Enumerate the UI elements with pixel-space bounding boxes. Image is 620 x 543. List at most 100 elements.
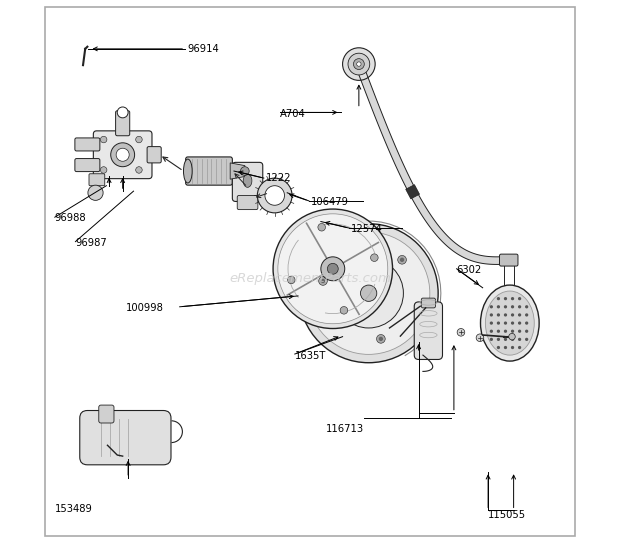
Circle shape [497, 338, 500, 341]
Text: 1635T: 1635T [294, 351, 326, 361]
Circle shape [100, 136, 107, 143]
FancyBboxPatch shape [147, 147, 161, 163]
FancyBboxPatch shape [75, 138, 100, 151]
Circle shape [334, 258, 404, 328]
Circle shape [504, 338, 507, 341]
Circle shape [318, 223, 326, 231]
Circle shape [321, 257, 345, 281]
Circle shape [497, 346, 500, 349]
Circle shape [343, 48, 375, 80]
Circle shape [299, 224, 438, 363]
Text: eReplacementParts.com: eReplacementParts.com [229, 272, 391, 285]
Circle shape [518, 346, 521, 349]
Circle shape [518, 313, 521, 317]
Circle shape [116, 148, 129, 161]
Circle shape [100, 167, 107, 173]
Circle shape [504, 346, 507, 349]
Circle shape [518, 338, 521, 341]
Circle shape [518, 305, 521, 308]
Circle shape [497, 330, 500, 333]
Circle shape [476, 334, 484, 342]
Circle shape [360, 285, 377, 301]
Circle shape [511, 346, 514, 349]
Circle shape [497, 321, 500, 325]
Circle shape [525, 321, 528, 325]
Circle shape [136, 136, 142, 143]
Ellipse shape [480, 285, 539, 361]
Circle shape [308, 232, 430, 355]
Text: 115055: 115055 [488, 510, 526, 520]
Circle shape [518, 297, 521, 300]
Circle shape [490, 338, 493, 341]
Text: 100998: 100998 [125, 304, 163, 313]
Circle shape [525, 330, 528, 333]
FancyBboxPatch shape [500, 254, 518, 266]
FancyBboxPatch shape [185, 157, 232, 185]
Circle shape [321, 279, 325, 283]
Circle shape [504, 330, 507, 333]
Circle shape [525, 338, 528, 341]
FancyBboxPatch shape [232, 162, 263, 201]
FancyBboxPatch shape [94, 131, 152, 179]
FancyBboxPatch shape [115, 111, 130, 136]
Circle shape [511, 330, 514, 333]
Ellipse shape [485, 291, 534, 355]
Text: 96987: 96987 [76, 238, 107, 248]
Text: 6302: 6302 [456, 266, 482, 275]
Circle shape [397, 255, 406, 264]
Circle shape [509, 333, 515, 340]
Circle shape [511, 338, 514, 341]
Circle shape [356, 62, 361, 66]
Circle shape [504, 321, 507, 325]
Circle shape [490, 321, 493, 325]
Circle shape [88, 185, 103, 200]
Circle shape [457, 329, 465, 336]
Ellipse shape [243, 174, 252, 187]
Text: 96988: 96988 [55, 213, 86, 223]
Polygon shape [355, 63, 511, 264]
Circle shape [504, 297, 507, 300]
Circle shape [490, 313, 493, 317]
Circle shape [400, 257, 404, 262]
Ellipse shape [184, 159, 192, 183]
Circle shape [511, 297, 514, 300]
Circle shape [379, 337, 383, 341]
FancyBboxPatch shape [422, 298, 435, 308]
Circle shape [319, 276, 327, 285]
Text: A704: A704 [280, 109, 306, 119]
Text: 116713: 116713 [326, 424, 365, 434]
Circle shape [497, 297, 500, 300]
Circle shape [241, 167, 249, 175]
Text: 106479: 106479 [311, 197, 349, 207]
FancyBboxPatch shape [75, 159, 100, 172]
Circle shape [525, 305, 528, 308]
Circle shape [490, 330, 493, 333]
Circle shape [511, 321, 514, 325]
Circle shape [136, 167, 142, 173]
Text: 12574: 12574 [351, 224, 383, 234]
Circle shape [111, 143, 135, 167]
Text: 96914: 96914 [188, 44, 219, 54]
FancyBboxPatch shape [99, 405, 114, 423]
Circle shape [504, 313, 507, 317]
FancyBboxPatch shape [89, 174, 105, 186]
Circle shape [288, 276, 295, 283]
Polygon shape [405, 185, 420, 199]
Circle shape [511, 305, 514, 308]
Circle shape [504, 305, 507, 308]
Circle shape [348, 53, 370, 75]
Circle shape [257, 178, 292, 213]
Text: 153489: 153489 [55, 504, 92, 514]
Circle shape [117, 107, 128, 118]
Circle shape [353, 59, 365, 70]
Circle shape [518, 330, 521, 333]
Circle shape [265, 186, 285, 205]
Circle shape [518, 321, 521, 325]
Circle shape [525, 313, 528, 317]
Text: 1222: 1222 [265, 173, 291, 183]
Circle shape [490, 305, 493, 308]
Circle shape [340, 307, 348, 314]
Circle shape [327, 263, 339, 274]
Circle shape [278, 214, 388, 324]
Circle shape [497, 313, 500, 317]
